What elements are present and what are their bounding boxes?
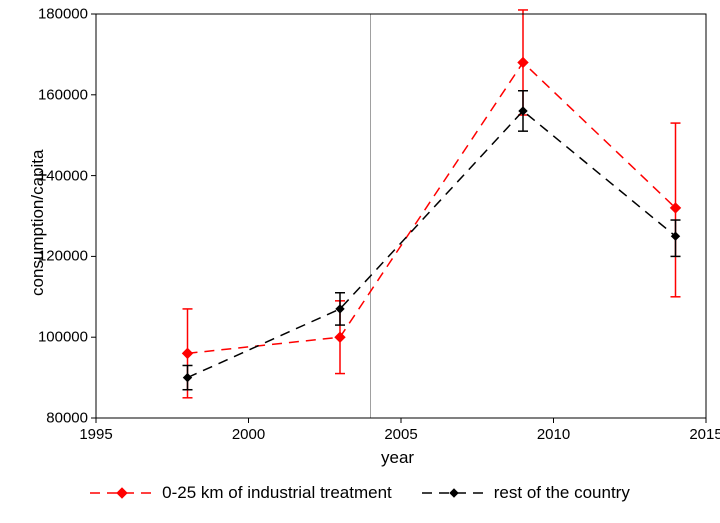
legend-swatch [90, 484, 154, 502]
x-tick-label: 2000 [232, 426, 265, 443]
legend-item-treat: 0-25 km of industrial treatment [90, 483, 392, 503]
y-tick-label: 160000 [38, 86, 88, 103]
x-tick-label: 2005 [384, 426, 417, 443]
y-tick-label: 100000 [38, 329, 88, 346]
x-tick-label: 1995 [79, 426, 112, 443]
y-tick-label: 140000 [38, 167, 88, 184]
legend-label: 0-25 km of industrial treatment [162, 483, 392, 503]
legend-label: rest of the country [494, 483, 630, 503]
y-tick-label: 120000 [38, 248, 88, 265]
x-tick-label: 2015 [689, 426, 720, 443]
chart-svg [0, 0, 720, 523]
chart-container: consumption/capita year 1995200020052010… [0, 0, 720, 523]
x-axis-title: year [381, 448, 414, 468]
y-tick-label: 80000 [46, 410, 88, 427]
legend-item-rest: rest of the country [422, 483, 630, 503]
y-tick-label: 180000 [38, 6, 88, 23]
legend-swatch [422, 484, 486, 502]
legend: 0-25 km of industrial treatment rest of t… [0, 483, 720, 503]
x-tick-label: 2010 [537, 426, 570, 443]
